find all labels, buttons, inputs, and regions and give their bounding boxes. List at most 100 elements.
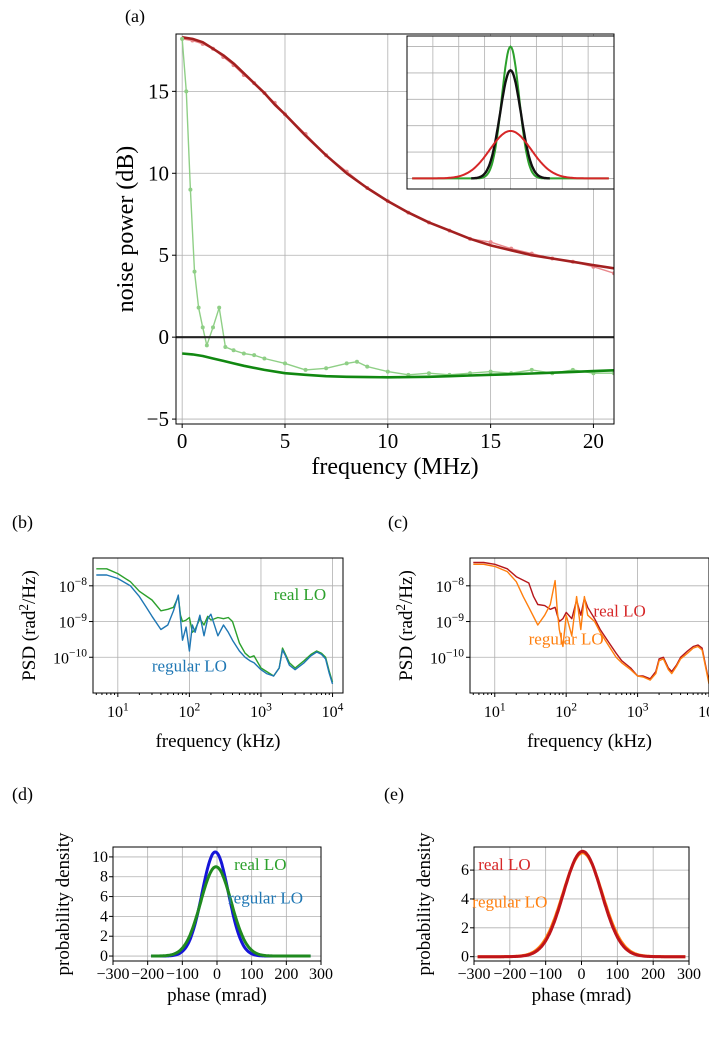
y-tick-label-exponent: −9	[75, 612, 87, 624]
data-point	[385, 369, 390, 374]
series-annotation: regular LO	[529, 629, 604, 648]
x-tick-label: 5	[280, 429, 291, 453]
x-tick-label-base: 10	[484, 704, 500, 721]
panel-label: (e)	[384, 784, 404, 805]
x-tick-label: −200	[131, 966, 164, 983]
data-point	[200, 325, 205, 330]
y-tick-label: 10−9	[436, 612, 464, 632]
y-tick-label: −5	[147, 407, 169, 431]
x-axis-label: phase (mrad)	[532, 985, 632, 1006]
x-tick-label: −200	[493, 966, 526, 983]
y-tick-label-base: 10	[436, 615, 452, 632]
y-tick-label-base: 10	[430, 650, 446, 667]
y-tick-label: 8	[100, 869, 108, 886]
y-tick-label: 0	[159, 325, 170, 349]
y-axis-label: PSD (rad2/Hz)	[16, 570, 40, 681]
y-tick-label: 6	[461, 862, 469, 879]
y-axis-label: noise power (dB)	[113, 146, 139, 313]
x-tick-label: 103	[627, 701, 649, 721]
data-point	[204, 343, 209, 348]
x-tick-label: 300	[677, 966, 701, 983]
series-group	[473, 561, 709, 685]
squeezing-data-line	[181, 38, 614, 376]
x-tick-label-exponent: 2	[195, 701, 201, 713]
data-point	[365, 364, 370, 369]
y-tick-label: 10−8	[436, 576, 464, 596]
x-tick-label: −300	[457, 966, 490, 983]
x-axis-label: phase (mrad)	[167, 985, 267, 1006]
data-point	[262, 356, 267, 361]
inset-frame	[406, 35, 615, 190]
y-tick-label-base: 10	[59, 579, 75, 596]
y-tick-label-base: 10	[436, 579, 452, 596]
real-lo-line	[476, 849, 687, 959]
regular-lo-line	[473, 563, 709, 685]
data-point	[303, 367, 308, 372]
y-tick-label-base: 10	[53, 650, 69, 667]
y-tick-label: 10−8	[59, 576, 87, 596]
real-lo-line	[150, 865, 312, 958]
y-tick-label: 10−10	[53, 648, 87, 668]
panel-e: −300 −200 −100 0 100 200 300 0 2 4 6 phase (mrad) pr…	[384, 784, 701, 1006]
y-axis-label-main: PSD (rad	[19, 610, 40, 681]
y-tick-label-base: 10	[59, 615, 75, 632]
y-tick-label-exponent: −8	[452, 576, 464, 588]
data-point	[180, 36, 185, 41]
y-tick-label: 10	[148, 161, 169, 185]
series-annotation: real LO	[593, 601, 645, 620]
plot-frame	[112, 846, 322, 962]
x-tick-label-base: 10	[322, 704, 338, 721]
x-tick-label: 0	[177, 429, 188, 453]
x-tick-label: 300	[309, 966, 333, 983]
real-lo-line	[473, 561, 709, 683]
x-tick-label: 101	[484, 701, 506, 721]
y-tick-label: 10−10	[430, 648, 464, 668]
inset-chart	[406, 35, 615, 190]
plot-frame	[92, 557, 344, 694]
data-point	[529, 367, 534, 372]
series-annotation: regular LO	[152, 656, 227, 675]
data-point	[354, 359, 359, 364]
data-point	[211, 325, 216, 330]
y-tick-label: 10−9	[59, 612, 87, 632]
y-axis-label-exponent: 2	[393, 604, 408, 611]
series-group	[150, 850, 312, 958]
y-axis-label-tail: /Hz)	[19, 570, 40, 604]
x-tick-label-base: 10	[107, 704, 123, 721]
antisqueezing-fit-line	[182, 36, 614, 270]
x-tick-label-exponent: 2	[571, 701, 577, 713]
data-point	[488, 240, 493, 245]
y-tick-label: 6	[100, 889, 108, 906]
data-point	[217, 305, 222, 310]
x-tick-label-exponent: 4	[338, 701, 344, 713]
x-tick-label-base: 10	[250, 704, 266, 721]
y-tick-label: 4	[461, 891, 469, 908]
y-tick-label: 4	[100, 908, 108, 925]
x-axis-label: frequency (MHz)	[311, 454, 478, 480]
x-tick-label: 15	[480, 429, 501, 453]
squeezing-fit-line	[182, 352, 614, 379]
data-point	[196, 305, 201, 310]
y-tick-label: 2	[461, 920, 469, 937]
x-tick-label: 102	[179, 701, 201, 721]
x-tick-label-base: 10	[555, 704, 571, 721]
data-point	[344, 361, 349, 366]
y-tick-label-exponent: −9	[452, 612, 464, 624]
data-point	[488, 369, 493, 374]
plot-frame	[473, 846, 690, 962]
y-tick-label: 15	[148, 79, 169, 103]
data-point	[223, 344, 228, 349]
x-tick-label-exponent: 3	[643, 701, 649, 713]
y-tick-label: 5	[159, 243, 170, 267]
y-axis-label-main: PSD (rad	[396, 610, 417, 681]
x-tick-label-exponent: 3	[266, 701, 272, 713]
panel-label: (c)	[388, 512, 408, 533]
inset-antisqueezed-curve	[412, 130, 609, 180]
x-tick-label: 104	[698, 701, 709, 721]
y-tick-label-exponent: −10	[69, 648, 87, 660]
panel-label: (b)	[12, 512, 33, 533]
x-tick-label: 200	[274, 966, 298, 983]
